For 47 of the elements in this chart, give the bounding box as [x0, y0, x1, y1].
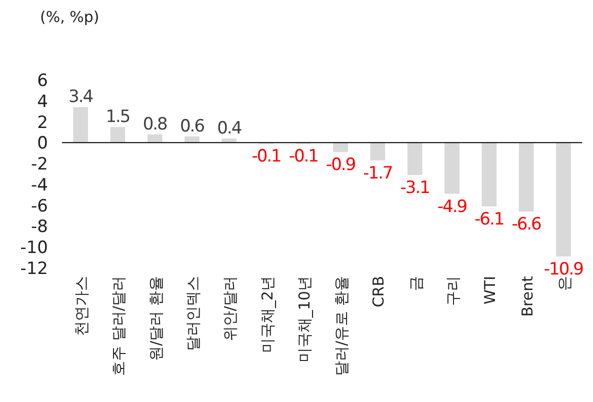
- y-tick-label: 0: [37, 134, 48, 154]
- x-tick-label: 달러인덱스: [184, 276, 202, 351]
- x-tick-label: 천연가스: [72, 276, 91, 336]
- bar: [110, 127, 126, 143]
- y-tick-label: -6: [31, 196, 48, 216]
- data-label: -6.6: [512, 214, 542, 235]
- data-label: 3.4: [68, 87, 93, 108]
- bar: [333, 142, 348, 152]
- x-tick-label: 미국채_10년: [295, 276, 314, 363]
- y-tick-label: 4: [37, 92, 48, 112]
- x-tick-label: 위안/달러: [221, 276, 240, 342]
- x-tick-label: CRB: [370, 276, 388, 308]
- y-tick-label: -8: [31, 217, 48, 238]
- bar: [444, 142, 460, 194]
- data-label: -1.7: [363, 163, 392, 184]
- bar: [556, 142, 571, 257]
- y-tick-label: -2: [31, 154, 48, 175]
- bar: [518, 142, 534, 212]
- bar: [370, 142, 386, 160]
- data-label: -4.9: [437, 196, 467, 217]
- data-label: -0.1: [288, 146, 318, 167]
- bar: [73, 107, 88, 143]
- bar: [147, 134, 162, 143]
- data-label: 0.4: [217, 118, 242, 138]
- bar: [482, 142, 497, 206]
- x-tick-label: Brent: [518, 276, 536, 317]
- y-tick-label: 6: [37, 71, 48, 91]
- data-label: -3.1: [400, 178, 430, 198]
- data-label: 0.8: [142, 114, 168, 134]
- x-tick-label: 금: [406, 276, 425, 291]
- y-tick-label: -10: [20, 238, 48, 258]
- data-label: 1.5: [106, 107, 130, 127]
- y-axis-title: (%, %p): [40, 8, 100, 26]
- x-tick-label: 미국채_2년: [258, 276, 276, 354]
- x-tick-label: 호주 달러/달러: [110, 276, 128, 376]
- x-tick-label: WTI: [481, 276, 500, 304]
- data-label: 0.6: [180, 116, 204, 136]
- y-tick-label: -4: [31, 175, 48, 196]
- data-label: -6.1: [474, 209, 504, 230]
- x-tick-label: 구리: [444, 276, 462, 306]
- bar: [407, 142, 422, 176]
- x-tick-label: 달러/유로 환율: [332, 276, 351, 376]
- y-tick-label: -12: [20, 259, 48, 279]
- y-tick-label: 2: [37, 112, 48, 133]
- data-label: -0.9: [326, 155, 356, 176]
- data-label: -0.1: [252, 146, 282, 167]
- x-tick-label: 원/달러 환율: [146, 276, 165, 361]
